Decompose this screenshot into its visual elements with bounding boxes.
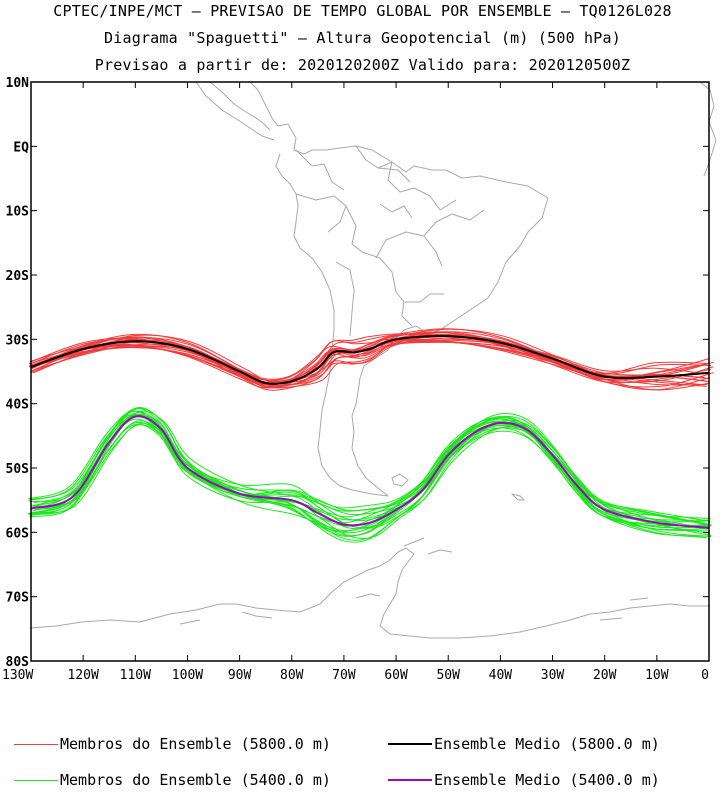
title-line-1: CPTEC/INPE/MCT — PREVISAO DE TEMPO GLOBA… xyxy=(53,2,672,20)
legend-mean-5800: Ensemble Medio (5800.0 m) xyxy=(388,735,660,753)
antarctic-islands xyxy=(179,593,649,625)
lat-tick-label: 10N xyxy=(6,76,30,91)
map-frame xyxy=(30,81,710,662)
legend-label-mean-5400: Ensemble Medio (5400.0 m) xyxy=(434,771,660,789)
contour-5800-members xyxy=(28,328,714,391)
lat-tick-label: 70S xyxy=(6,591,30,606)
lat-tick-label: EQ xyxy=(13,140,29,155)
legend-mean-5400: Ensemble Medio (5400.0 m) xyxy=(388,771,660,789)
lon-tick-label: 80W xyxy=(280,668,304,683)
legend-label-mean-5800: Ensemble Medio (5800.0 m) xyxy=(434,735,660,753)
contour-5400-member-line xyxy=(28,422,707,541)
lat-tick-label: 60S xyxy=(6,526,30,541)
lon-tick-label: 110W xyxy=(120,668,151,683)
legend-members-5400: Membros do Ensemble (5400.0 m) xyxy=(14,771,331,789)
legend-swatch-mean-5400 xyxy=(388,779,432,781)
legend-label-members-5800: Membros do Ensemble (5800.0 m) xyxy=(60,735,331,753)
antarctica-coast xyxy=(29,547,710,639)
legend-swatch-members-5400 xyxy=(14,779,58,781)
coastlines xyxy=(29,81,717,639)
lon-tick-label: 30W xyxy=(541,668,565,683)
contour-5800-member-line xyxy=(28,338,705,389)
title-line-3: Previsao a partir de: 2020120200Z Valido… xyxy=(94,56,631,74)
lon-tick-label: 10W xyxy=(645,668,669,683)
africa-coast xyxy=(699,81,717,177)
contour-5400-member-line xyxy=(29,412,709,534)
lon-tick-label: 60W xyxy=(384,668,408,683)
legend-members-5800: Membros do Ensemble (5800.0 m) xyxy=(14,735,331,753)
contour-5800-mean xyxy=(30,335,710,385)
title-line-2: Diagrama "Spaguetti" — Altura Geopotenci… xyxy=(104,29,621,47)
lon-tick-label: 70W xyxy=(332,668,356,683)
south-shetlands xyxy=(403,537,453,555)
south-america-coast xyxy=(249,81,549,497)
lat-tick-label: 10S xyxy=(6,205,30,220)
central-america-coast xyxy=(195,81,275,141)
contour-5400-mean xyxy=(30,415,710,529)
lon-tick-label: 100W xyxy=(172,668,203,683)
lon-tick-label: 20W xyxy=(593,668,617,683)
lon-tick-label: 40W xyxy=(489,668,513,683)
lon-tick-label: 130W xyxy=(2,668,33,683)
legend-label-members-5400: Membros do Ensemble (5400.0 m) xyxy=(60,771,331,789)
contour-5800-mean-line xyxy=(30,335,710,385)
contour-5400-member-line xyxy=(33,421,712,539)
lat-tick-label: 40S xyxy=(6,398,30,413)
lat-tick-label: 20S xyxy=(6,269,30,284)
contour-5400-mean-line xyxy=(30,415,710,529)
south-georgia xyxy=(511,493,525,501)
falklands xyxy=(391,473,409,487)
legend-swatch-members-5800 xyxy=(14,743,58,745)
country-borders xyxy=(295,145,485,337)
contour-5800-member-line xyxy=(31,334,712,386)
contour-5400-member-line xyxy=(30,414,709,525)
lon-tick-label: 90W xyxy=(228,668,252,683)
lon-tick-label: 50W xyxy=(436,668,460,683)
contour-5800-member-line xyxy=(32,333,714,389)
contour-5400-member-line xyxy=(28,413,707,525)
legend-swatch-mean-5800 xyxy=(388,743,432,745)
lat-tick-label: 50S xyxy=(6,462,30,477)
lat-tick-label: 80S xyxy=(6,655,30,670)
contour-5400-member-line xyxy=(33,424,712,536)
contour-5400-member-line xyxy=(32,406,711,519)
lon-tick-label: 0 xyxy=(701,668,709,683)
lon-tick-label: 120W xyxy=(67,668,98,683)
lat-tick-label: 30S xyxy=(6,333,30,348)
